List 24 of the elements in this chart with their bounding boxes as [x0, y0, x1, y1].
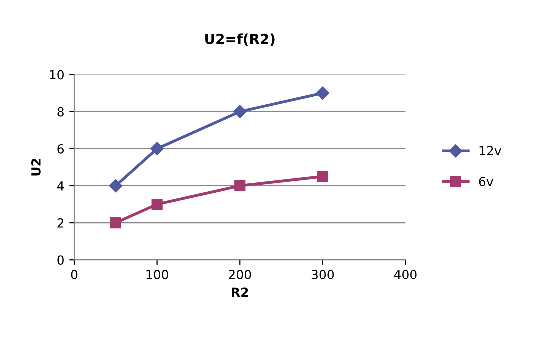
point	[152, 198, 163, 210]
point	[317, 171, 328, 182]
legend-label: 12v	[480, 146, 502, 156]
point	[150, 142, 164, 156]
y-tick-label: 4	[57, 182, 64, 191]
y-tick-label: 2	[58, 218, 64, 228]
y-tick-label: 10	[50, 70, 64, 80]
x-axis-title: R2	[232, 288, 248, 297]
chart-title: U2=f(R2)	[206, 34, 275, 46]
x-tick-label: 100	[146, 270, 168, 280]
legend-label: 6v	[479, 177, 494, 186]
point	[110, 217, 122, 229]
point	[109, 179, 123, 193]
x-tick-label: 300	[312, 270, 334, 280]
y-tick-label: 0	[58, 256, 64, 266]
y-axis-title: U2	[31, 159, 41, 176]
point	[234, 105, 247, 118]
x-tick-label: 400	[394, 270, 417, 280]
x-tick-label: 200	[229, 270, 252, 280]
y-tick-label: 6	[58, 144, 64, 154]
point	[316, 86, 330, 100]
y-tick-label: 8	[58, 107, 64, 117]
x-tick-label: 0	[71, 270, 78, 280]
point	[234, 180, 246, 192]
